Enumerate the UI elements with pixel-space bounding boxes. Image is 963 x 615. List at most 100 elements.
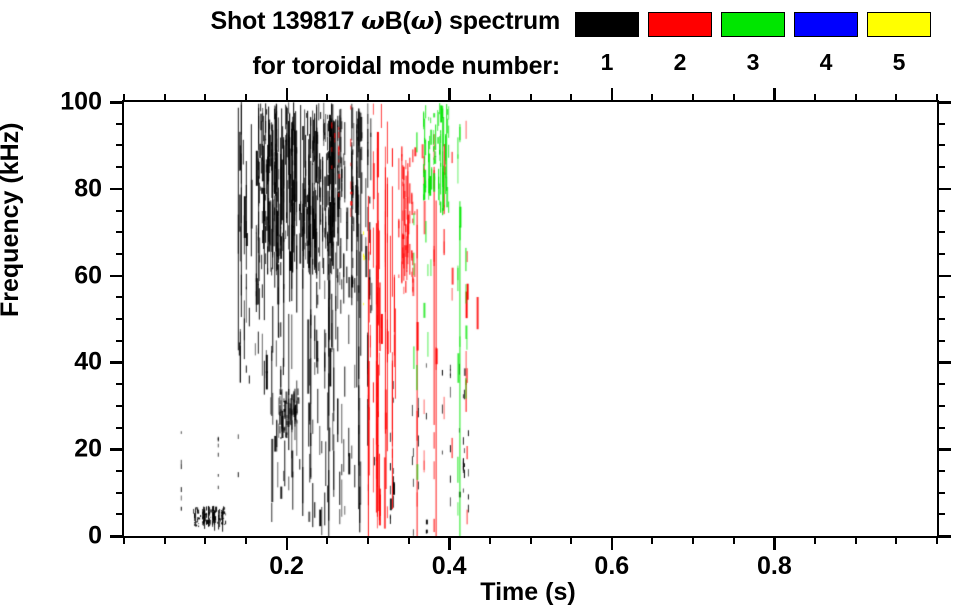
x-tick-0.1 (204, 536, 207, 544)
x-tick-0.4 (448, 536, 451, 550)
y-tick-right-5 (937, 513, 945, 516)
y-tick-right-55 (937, 296, 945, 299)
y-tick-right-20 (937, 448, 951, 451)
x-tick-0.85 (814, 536, 817, 544)
chart-title-suffix: ) spectrum (434, 7, 560, 35)
x-tick-0.95 (895, 536, 898, 544)
x-tick-top-0.7 (692, 94, 695, 102)
legend-swatch-3 (721, 12, 785, 37)
y-tick-0 (110, 535, 124, 538)
y-tick-80 (110, 187, 124, 191)
x-tick-top-0.85 (814, 94, 817, 102)
y-tick-15 (116, 469, 124, 472)
y-tick-100 (110, 101, 124, 104)
legend-item-1: 1 (575, 12, 639, 74)
x-tick-0 (123, 536, 125, 544)
x-tick-0.8 (773, 536, 776, 550)
x-tick-0.05 (163, 536, 166, 544)
y-tick-50 (116, 318, 124, 320)
legend-swatch-4 (794, 12, 858, 37)
x-tick-top-0.05 (163, 94, 166, 102)
x-tick-top-0.3 (366, 94, 369, 102)
y-tick-label-0: 0 (88, 521, 102, 550)
y-tick-label-80: 80 (74, 174, 102, 203)
y-tick-right-40 (937, 361, 951, 364)
x-tick-label-0.4: 0.4 (431, 552, 467, 580)
x-tick-0.3 (366, 536, 369, 544)
y-tick-right-65 (937, 252, 945, 255)
x-tick-top-0.75 (732, 94, 735, 102)
x-tick-label-0.6: 0.6 (594, 552, 630, 580)
y-tick-right-25 (937, 426, 945, 429)
omega-symbol-2: ω (410, 6, 435, 35)
legend-label-3: 3 (746, 49, 760, 75)
x-tick-label-0.2: 0.2 (269, 552, 304, 580)
y-tick-85 (116, 166, 124, 169)
plot-area: 0 20 40 60 80 100 0.2 0.4 0.6 0.8 (60, 88, 951, 580)
y-tick-label-20: 20 (74, 434, 102, 463)
x-axis-title: Time (s) (480, 578, 576, 606)
chart-subtitle: for toroidal mode number: (252, 52, 560, 80)
x-tick-0.9 (854, 536, 857, 544)
y-tick-right-35 (937, 383, 945, 386)
y-tick-right-60 (937, 274, 951, 278)
y-tick-35 (116, 383, 124, 386)
x-tick-1 (936, 536, 938, 544)
x-tick-0.35 (407, 536, 410, 544)
x-tick-0.6 (610, 536, 614, 550)
y-tick-right-30 (937, 404, 945, 407)
legend-swatch-5 (867, 12, 931, 37)
y-tick-label-40: 40 (74, 347, 102, 376)
y-tick-right-95 (937, 122, 945, 125)
y-tick-right-100 (937, 101, 951, 104)
legend-item-4: 4 (794, 12, 858, 74)
legend-item-5: 5 (867, 12, 931, 74)
y-tick-10 (116, 491, 124, 494)
chart-title-prefix: Shot 139817 (210, 7, 361, 35)
y-tick-95 (116, 122, 124, 125)
y-tick-55 (116, 296, 124, 299)
x-tick-top-0.2 (285, 88, 289, 102)
y-tick-60 (110, 274, 124, 278)
y-tick-right-80 (937, 187, 951, 191)
x-tick-top-0.9 (854, 94, 857, 102)
x-tick-top-0.55 (570, 94, 573, 102)
y-tick-right-90 (937, 144, 945, 147)
y-tick-right-50 (937, 318, 945, 320)
x-tick-top-0.8 (773, 88, 776, 102)
x-tick-top-0.45 (488, 94, 491, 102)
x-tick-top-0.1 (204, 94, 207, 102)
x-tick-0.7 (692, 536, 695, 544)
legend-swatch-2 (648, 12, 712, 37)
y-tick-70 (116, 231, 124, 234)
spectrogram-canvas (124, 102, 937, 536)
x-tick-top-0.6 (610, 88, 614, 102)
x-tick-top-0.95 (895, 94, 898, 102)
y-tick-right-75 (937, 209, 945, 212)
x-tick-0.55 (570, 536, 573, 544)
x-tick-top-0 (123, 94, 125, 102)
x-tick-top-0.15 (244, 94, 247, 102)
y-axis-title: Frequency (kHz) (0, 122, 24, 317)
y-tick-right-15 (937, 469, 945, 472)
y-tick-right-10 (937, 491, 945, 494)
x-tick-top-0.5 (529, 94, 532, 102)
x-tick-0.65 (651, 536, 654, 544)
legend-label-4: 4 (819, 49, 833, 75)
omega-symbol-1: ω (360, 6, 385, 35)
x-tick-top-0.25 (326, 94, 329, 102)
x-tick-label-0.8: 0.8 (757, 552, 792, 580)
x-tick-0.25 (326, 536, 329, 544)
y-tick-75 (116, 209, 124, 212)
y-tick-65 (116, 252, 124, 255)
x-tick-top-1 (936, 94, 938, 102)
legend-item-3: 3 (721, 12, 785, 74)
chart-title: Shot 139817 ωB(ω) spectrum (0, 6, 561, 36)
x-tick-0.5 (529, 536, 532, 544)
y-tick-30 (116, 404, 124, 407)
x-tick-top-0.35 (407, 94, 410, 102)
legend-swatch-1 (575, 12, 639, 37)
y-tick-90 (116, 144, 124, 147)
y-tick-right-0 (937, 535, 951, 538)
